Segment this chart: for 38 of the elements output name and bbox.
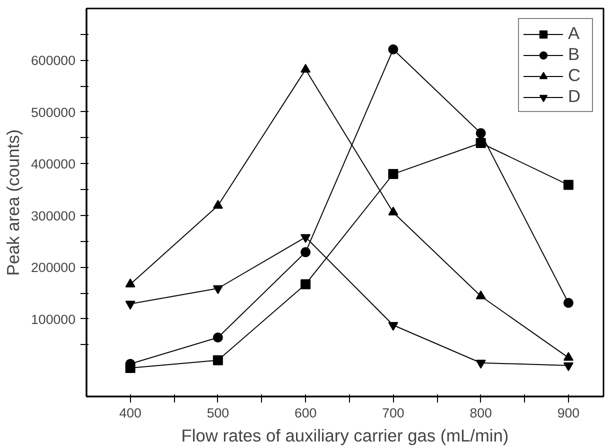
point — [300, 279, 311, 290]
point — [563, 298, 574, 308]
x-axis-title: Flow rates of auxiliary carrier gas (mL/min) — [181, 426, 509, 446]
legend-label: A — [568, 23, 581, 44]
point — [212, 332, 223, 343]
point — [300, 247, 311, 258]
point — [476, 360, 486, 369]
x-tick-label: 800 — [470, 406, 492, 420]
y-tick-label: 600000 — [31, 53, 76, 68]
x-tick-label: 400 — [119, 406, 142, 420]
x-tick-label: 900 — [557, 406, 580, 420]
point — [212, 285, 223, 294]
point — [125, 300, 136, 310]
legend-label: D — [568, 86, 582, 107]
point — [300, 234, 311, 243]
point — [125, 363, 136, 374]
x-tick-label: 600 — [294, 406, 317, 420]
y-tick-label: 500000 — [31, 104, 76, 120]
x-tick-label: 500 — [206, 406, 230, 420]
point — [300, 64, 311, 73]
y-tick-label: 200000 — [31, 260, 76, 276]
point — [212, 200, 223, 209]
point — [388, 169, 398, 180]
x-tick-label: 700 — [382, 406, 404, 420]
y-tick-label: 100000 — [31, 312, 76, 327]
point — [212, 355, 223, 366]
point — [563, 180, 574, 190]
point — [476, 128, 486, 138]
point — [388, 206, 398, 216]
y-axis-title: Peak area (counts) — [3, 129, 24, 276]
point — [388, 322, 398, 331]
y-tick-label: 400000 — [31, 156, 76, 172]
y-tick-label: 300000 — [31, 208, 76, 224]
point — [388, 44, 398, 54]
legend-label: C — [568, 65, 582, 86]
point — [476, 138, 486, 148]
point — [563, 362, 574, 372]
legend-label: B — [568, 44, 581, 65]
